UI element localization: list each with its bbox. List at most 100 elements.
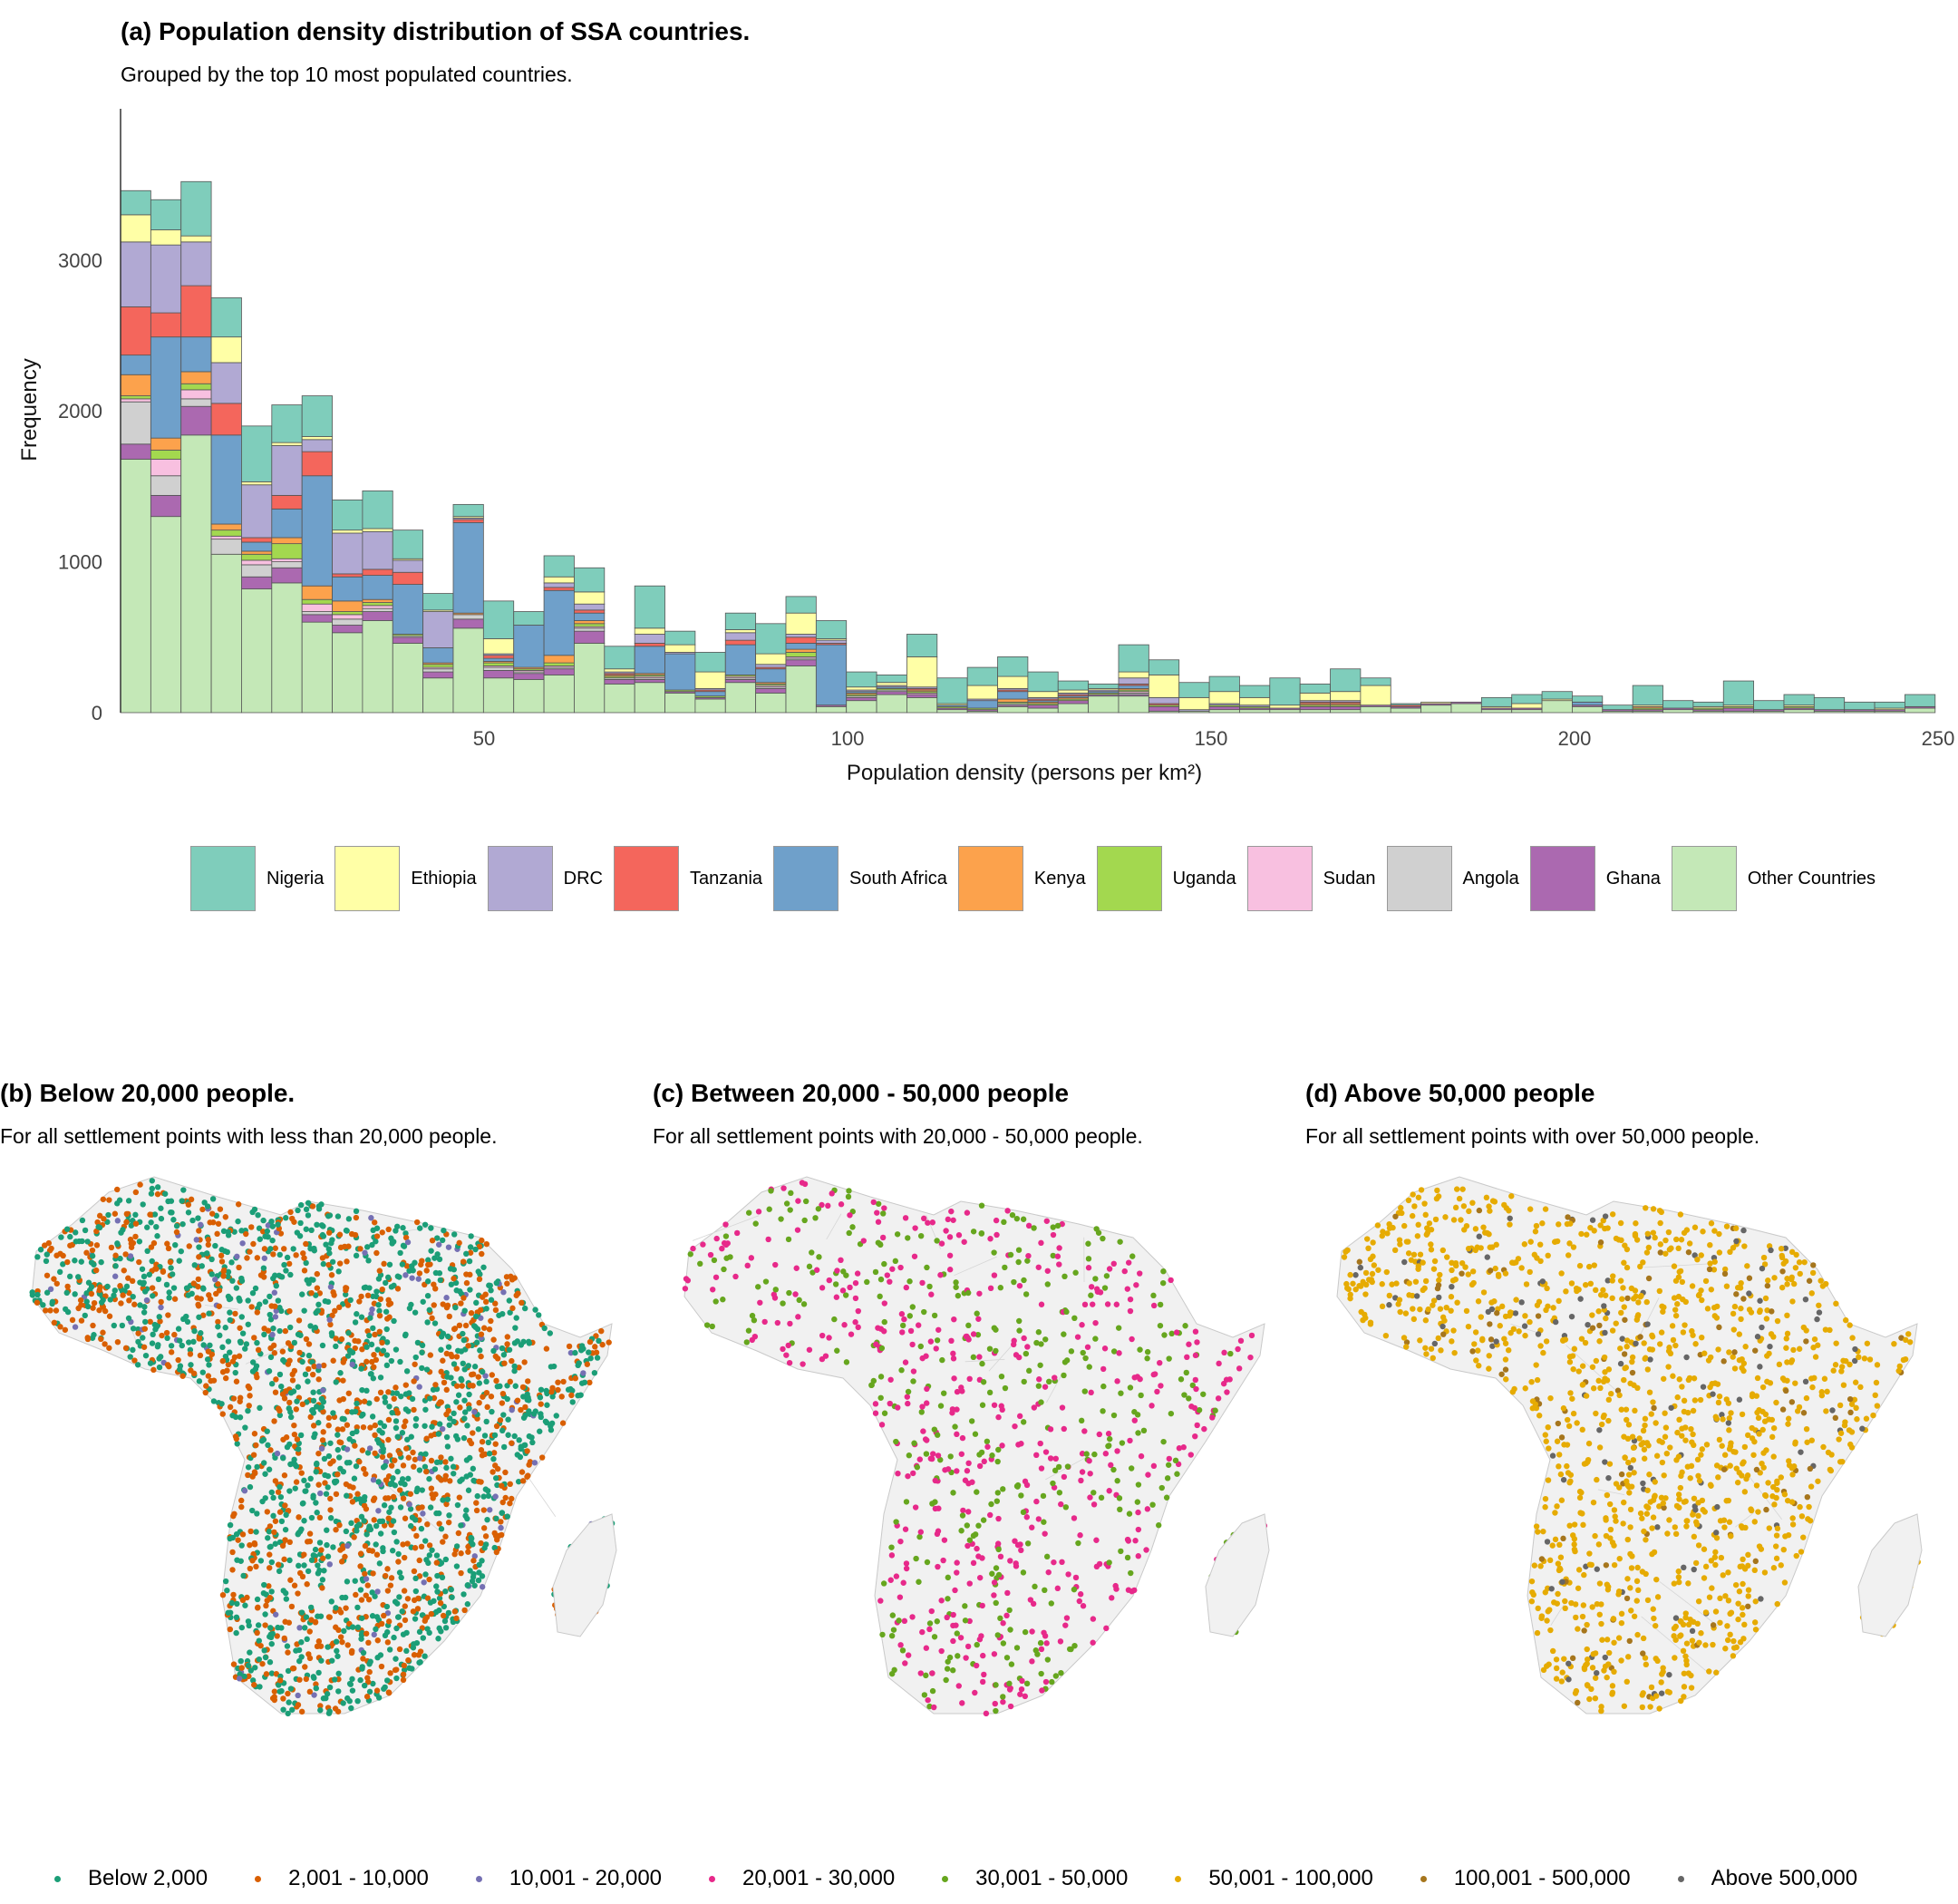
- settlement-point: [404, 1596, 412, 1602]
- settlement-point: [393, 1424, 400, 1432]
- settlement-point: [481, 1433, 489, 1439]
- settlement-point: [363, 1531, 370, 1538]
- settlement-point: [1024, 1258, 1031, 1264]
- settlement-point: [1596, 1427, 1603, 1433]
- settlement-point: [305, 1212, 312, 1219]
- settlement-point: [1137, 1270, 1143, 1277]
- settlement-point: [251, 1431, 258, 1437]
- settlement-point: [388, 1575, 395, 1581]
- settlement-point: [970, 1532, 977, 1540]
- settlement-point: [1090, 1616, 1097, 1622]
- settlement-point: [1784, 1359, 1790, 1365]
- settlement-point: [1058, 1669, 1064, 1676]
- settlement-point: [304, 1636, 310, 1643]
- bar-segment-ethiopia: [482, 638, 515, 655]
- settlement-point: [1695, 1472, 1701, 1480]
- settlement-point: [1023, 1680, 1031, 1687]
- settlement-point: [1804, 1439, 1810, 1445]
- settlement-point: [903, 1499, 910, 1505]
- settlement-point: [376, 1307, 383, 1315]
- settlement-point: [149, 1285, 156, 1291]
- settlement-point: [1767, 1343, 1773, 1350]
- settlement-point: [93, 1242, 101, 1248]
- settlement-point: [478, 1331, 485, 1337]
- settlement-point: [1196, 1406, 1203, 1413]
- settlement-point: [233, 1530, 240, 1538]
- settlement-point: [978, 1449, 985, 1456]
- settlement-point: [353, 1208, 360, 1215]
- bar-segment-uganda: [785, 652, 817, 657]
- settlement-point: [474, 1492, 480, 1500]
- settlement-point: [429, 1547, 435, 1553]
- settlement-point: [427, 1599, 434, 1606]
- settlement-point: [497, 1383, 503, 1390]
- settlement-point: [228, 1599, 236, 1607]
- settlement-point: [1701, 1575, 1708, 1581]
- bar-segment-ethiopia: [180, 235, 212, 243]
- settlement-point: [405, 1454, 412, 1461]
- settlement-point: [267, 1354, 275, 1361]
- settlement-point: [1020, 1419, 1027, 1425]
- settlement-point: [504, 1280, 510, 1287]
- settlement-point: [1602, 1459, 1608, 1465]
- settlement-point: [772, 1261, 779, 1268]
- settlement-point: [402, 1382, 409, 1388]
- settlement-point: [357, 1676, 363, 1684]
- bar-segment-other-countries: [1390, 707, 1422, 714]
- settlement-point: [1451, 1349, 1458, 1356]
- settlement-point: [1602, 1329, 1608, 1336]
- settlement-point: [997, 1285, 1004, 1291]
- settlement-point: [1789, 1521, 1797, 1528]
- settlement-point: [443, 1411, 450, 1418]
- settlement-point: [1035, 1264, 1042, 1270]
- settlement-point: [369, 1358, 375, 1365]
- settlement-point: [137, 1302, 143, 1308]
- settlement-point: [165, 1245, 172, 1252]
- settlement-point: [1057, 1638, 1064, 1645]
- settlement-point: [385, 1416, 393, 1423]
- settlement-point: [98, 1299, 105, 1306]
- legend-swatch: [613, 846, 679, 911]
- settlement-point: [310, 1277, 316, 1283]
- settlement-point: [173, 1222, 180, 1229]
- settlement-point: [276, 1509, 284, 1515]
- settlement-point: [453, 1354, 460, 1360]
- settlement-point: [433, 1583, 440, 1589]
- settlement-point: [393, 1390, 401, 1396]
- settlement-point: [964, 1468, 971, 1474]
- settlement-point: [1629, 1369, 1636, 1376]
- settlement-point: [261, 1326, 267, 1332]
- settlement-point: [1374, 1222, 1381, 1229]
- bar-segment-ethiopia: [1299, 692, 1331, 702]
- bar-segment-kenya: [210, 523, 242, 531]
- settlement-point: [245, 1618, 252, 1625]
- settlement-point: [722, 1241, 730, 1248]
- settlement-point: [429, 1423, 435, 1430]
- settlement-point: [1580, 1602, 1587, 1608]
- settlement-point: [938, 1598, 945, 1604]
- settlement-point: [409, 1395, 416, 1403]
- settlement-point: [207, 1219, 213, 1226]
- settlement-point: [1071, 1515, 1078, 1521]
- settlement-point: [329, 1312, 335, 1319]
- settlement-point: [436, 1421, 443, 1427]
- bar-segment-nigeria: [1844, 701, 1876, 711]
- settlement-point: [317, 1707, 324, 1714]
- settlement-point: [897, 1594, 904, 1600]
- settlement-point: [208, 1271, 215, 1277]
- settlement-point: [1237, 1337, 1245, 1345]
- settlement-point: [1034, 1651, 1041, 1657]
- settlement-point: [1716, 1436, 1723, 1443]
- settlement-point: [453, 1543, 460, 1549]
- settlement-point: [1730, 1326, 1737, 1333]
- settlement-point: [358, 1293, 364, 1300]
- settlement-point: [379, 1430, 385, 1436]
- settlement-point: [136, 1258, 142, 1266]
- bar-segment-ethiopia: [1330, 691, 1362, 702]
- settlement-point: [370, 1680, 376, 1687]
- settlement-point: [1406, 1292, 1412, 1298]
- settlement-point: [1031, 1225, 1037, 1231]
- settlement-point: [838, 1201, 845, 1208]
- settlement-point: [1016, 1282, 1023, 1289]
- settlement-point: [544, 1402, 550, 1408]
